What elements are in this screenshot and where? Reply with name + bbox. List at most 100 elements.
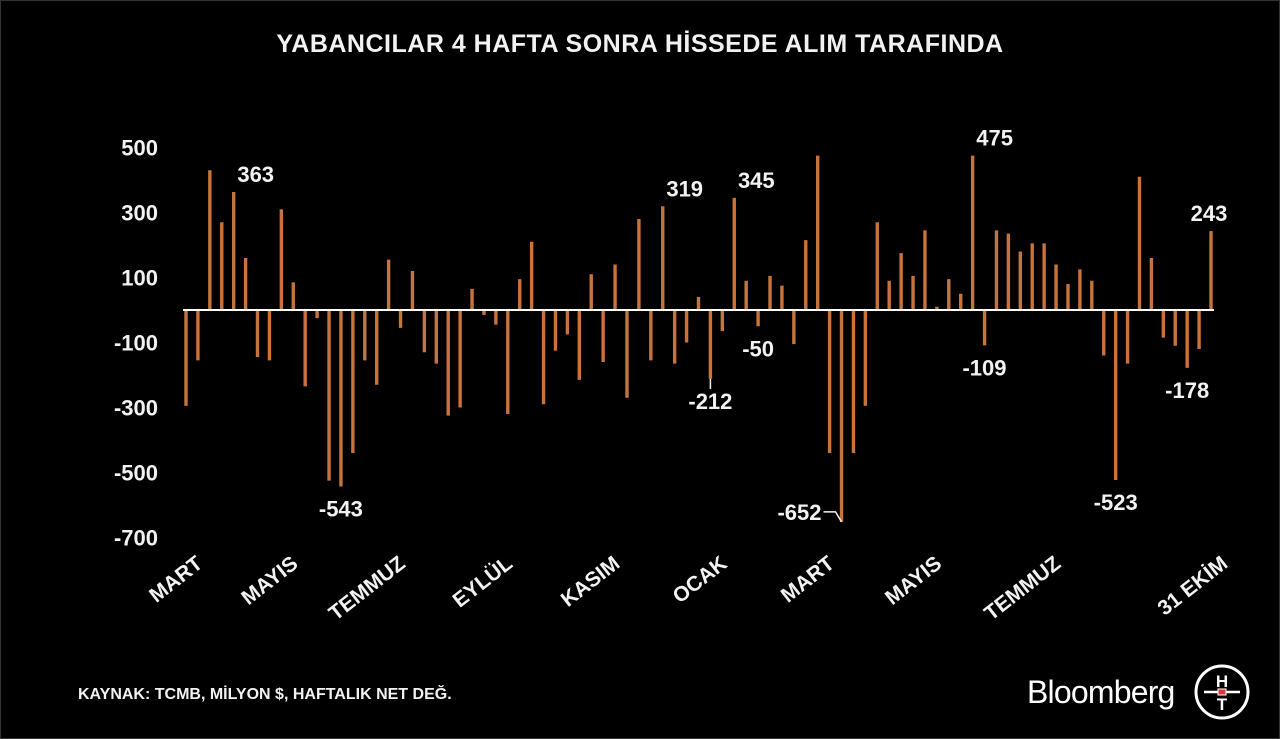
bar [553, 310, 558, 351]
bar [589, 274, 593, 310]
bar [994, 230, 999, 311]
bar [267, 310, 272, 361]
x-tick-label: MART [145, 552, 207, 608]
bar [601, 310, 605, 362]
logo-bottom-letter: T [1217, 695, 1228, 714]
data-label: -212 [688, 389, 732, 414]
y-tick-label: -100 [114, 331, 158, 356]
bar [1161, 310, 1166, 338]
bar [1018, 251, 1022, 310]
bar [196, 310, 200, 361]
bar [744, 280, 748, 310]
data-label: -178 [1165, 378, 1209, 403]
x-tick-label: 31 EKİM [1154, 552, 1233, 620]
bar [696, 297, 701, 310]
bar [1006, 233, 1011, 311]
bar [518, 279, 522, 311]
bar [1054, 264, 1058, 310]
bar [1102, 310, 1106, 356]
bar [339, 310, 343, 487]
bar [625, 310, 629, 398]
data-label-leader [823, 511, 843, 523]
bar [565, 310, 570, 335]
logo-top-letter: H [1216, 672, 1228, 691]
bar [804, 240, 808, 311]
bar [291, 282, 295, 311]
data-label: -109 [962, 355, 1006, 380]
x-axis: MART MAYIS TEMMUZ EYLÜL KASIM OCAK MART MAYIS TE… [145, 552, 1232, 626]
data-label: 345 [738, 168, 775, 193]
bloomberg-logo: Bloomberg [1027, 674, 1175, 710]
bar [434, 310, 438, 364]
bar [303, 310, 307, 387]
bar [446, 310, 450, 416]
x-tick-label: TEMMUZ [980, 552, 1065, 626]
bar [1090, 280, 1094, 310]
bar [1078, 269, 1082, 311]
data-label: -543 [319, 497, 363, 522]
bar [422, 310, 427, 353]
bar [1030, 243, 1034, 311]
bar [470, 288, 474, 311]
y-tick-label: 500 [121, 136, 158, 161]
y-tick-label: -300 [114, 396, 158, 421]
bar [577, 310, 582, 380]
bar [661, 206, 665, 310]
data-label: 475 [976, 126, 1013, 151]
y-tick-label: -700 [114, 526, 158, 551]
bar [1185, 310, 1189, 368]
bar [982, 310, 987, 346]
bar [458, 310, 462, 408]
bar [363, 310, 367, 361]
bar [649, 310, 653, 361]
y-tick-label: -500 [114, 461, 158, 486]
bar [1149, 258, 1154, 310]
bar [220, 222, 224, 310]
y-tick-label: 300 [121, 201, 158, 226]
bar [970, 155, 975, 311]
bar [684, 310, 689, 343]
bar [887, 280, 891, 310]
bar [1125, 310, 1130, 364]
bar [494, 310, 498, 325]
bar [529, 241, 534, 310]
bar [863, 310, 868, 406]
y-tick-label: 100 [121, 266, 158, 291]
x-tick-label: TEMMUZ [325, 552, 410, 626]
bar [351, 310, 355, 453]
x-tick-label: OCAK [669, 552, 732, 608]
bar [720, 310, 725, 332]
bar [315, 310, 319, 319]
bar [1042, 243, 1046, 311]
bar [827, 310, 832, 453]
x-tick-label: EYLÜL [449, 552, 518, 613]
bar [637, 219, 641, 310]
bar [279, 209, 284, 310]
bar [243, 258, 248, 310]
bar [672, 310, 677, 364]
ht-logo-icon: H T [1194, 664, 1250, 720]
data-label: 363 [237, 162, 274, 187]
bar [375, 310, 379, 385]
bar [184, 310, 188, 406]
bar [923, 230, 927, 311]
data-label: -523 [1094, 490, 1138, 515]
bar [768, 275, 772, 311]
data-label: -652 [777, 500, 821, 525]
bar [947, 279, 951, 311]
bar [1113, 310, 1118, 480]
x-tick-label: MAYIS [881, 552, 946, 610]
source-note: KAYNAK: TCMB, MİLYON $, HAFTALIK NET DEĞ… [78, 686, 452, 703]
bar [792, 310, 796, 345]
bar [1173, 310, 1177, 346]
bar [875, 222, 879, 310]
bar [732, 197, 736, 311]
bar [851, 310, 856, 453]
bar [899, 253, 903, 311]
bar [410, 271, 415, 310]
data-label: 243 [1191, 201, 1228, 226]
bar [1066, 284, 1070, 310]
x-tick-label: MART [777, 552, 839, 608]
bar [231, 192, 236, 310]
